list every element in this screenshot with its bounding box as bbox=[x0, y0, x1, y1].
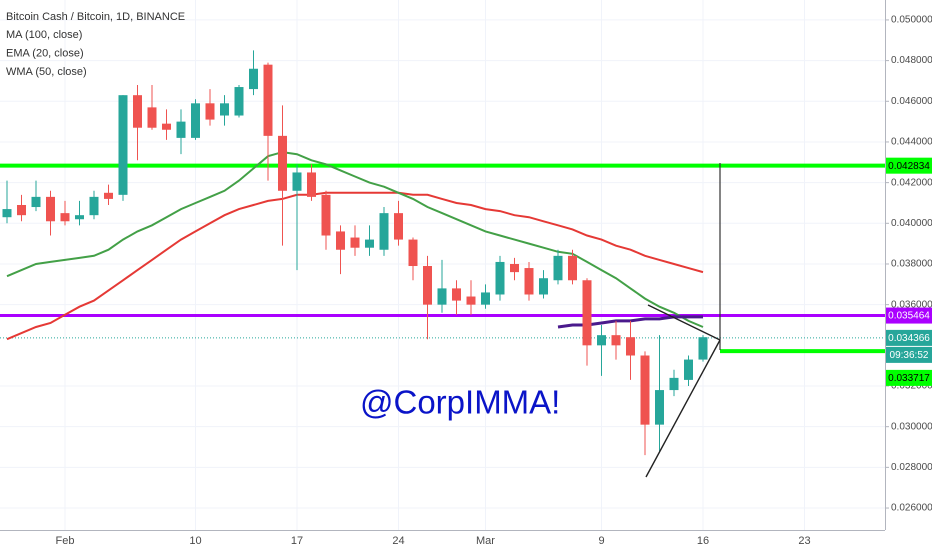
candle-body bbox=[234, 87, 244, 116]
candle-body bbox=[147, 107, 157, 128]
candle-body bbox=[379, 213, 389, 250]
candle-body bbox=[336, 231, 345, 250]
candle-body bbox=[176, 121, 186, 138]
price-badge-label: 0.033717 bbox=[888, 373, 930, 384]
candle-body bbox=[437, 288, 447, 305]
y-tick-label: 0.036000 bbox=[891, 299, 932, 310]
candle-body bbox=[162, 123, 171, 130]
legend: Bitcoin Cash / Bitcoin, 1D, BINANCE MA (… bbox=[6, 11, 185, 78]
y-tick-label: 0.030000 bbox=[891, 421, 932, 432]
candle-body bbox=[611, 335, 621, 346]
price-badge-label: 0.042834 bbox=[888, 161, 930, 172]
candle-body bbox=[46, 196, 55, 222]
y-tick-label: 0.050000 bbox=[891, 15, 932, 26]
x-tick-label: 16 bbox=[697, 535, 709, 547]
price-badge bbox=[886, 329, 932, 346]
candle-body bbox=[698, 337, 708, 360]
price-badge-label: 0.035464 bbox=[888, 311, 930, 322]
candle-body bbox=[249, 68, 258, 90]
candle-body bbox=[75, 215, 84, 220]
candle-body bbox=[481, 292, 490, 305]
candle-body bbox=[684, 359, 693, 380]
candle-body bbox=[582, 280, 592, 346]
candle-body bbox=[2, 209, 12, 218]
candle-body bbox=[191, 103, 200, 138]
candle-body bbox=[60, 213, 70, 222]
candle-body bbox=[539, 278, 548, 295]
legend-entry: WMA (50, close) bbox=[6, 66, 87, 78]
candle-body bbox=[568, 255, 577, 281]
drawing-line bbox=[645, 339, 721, 478]
chart-title: Bitcoin Cash / Bitcoin, 1D, BINANCE bbox=[6, 11, 185, 23]
price-badge bbox=[886, 307, 932, 324]
x-tick-label: 9 bbox=[598, 535, 604, 547]
legend-entry: EMA (20, close) bbox=[6, 47, 84, 59]
candle-body bbox=[104, 192, 113, 199]
candle-body bbox=[452, 288, 461, 301]
y-tick-label: 0.046000 bbox=[891, 96, 932, 107]
x-tick-label: Mar bbox=[476, 535, 495, 547]
candle-body bbox=[553, 255, 563, 281]
x-tick-label: 24 bbox=[392, 535, 404, 547]
legend-entry: MA (100, close) bbox=[6, 29, 82, 41]
ma-line bbox=[6, 151, 704, 328]
candle-body bbox=[626, 337, 635, 356]
candle-body bbox=[220, 103, 229, 116]
price-badge-label: 09:36:52 bbox=[890, 350, 929, 361]
x-tick-label: 10 bbox=[189, 535, 201, 547]
candle-body bbox=[669, 377, 679, 391]
candle-body bbox=[205, 103, 215, 120]
annotation: @CorpIMMA! bbox=[360, 384, 560, 421]
candle-body bbox=[118, 95, 128, 195]
candle-body bbox=[278, 135, 287, 191]
candle-body bbox=[365, 239, 374, 248]
drawing-line bbox=[647, 304, 721, 341]
candle-body bbox=[89, 196, 99, 216]
ma-line bbox=[6, 191, 704, 341]
price-badge bbox=[886, 369, 932, 386]
price-badge bbox=[886, 346, 932, 363]
candle-body bbox=[640, 355, 650, 425]
plot bbox=[0, 50, 885, 456]
candle-body bbox=[466, 296, 476, 305]
candle-body bbox=[321, 194, 331, 236]
y-tick-label: 0.038000 bbox=[891, 259, 932, 270]
candle-body bbox=[524, 268, 534, 295]
x-tick-label: Feb bbox=[56, 535, 75, 547]
y-tick-label: 0.048000 bbox=[891, 55, 932, 66]
y-tick-label: 0.044000 bbox=[891, 137, 932, 148]
x-tick-label: 23 bbox=[798, 535, 810, 547]
price-badge bbox=[886, 157, 932, 174]
candle-body bbox=[597, 335, 606, 346]
candle-body bbox=[495, 261, 505, 295]
price-badge-label: 0.034366 bbox=[888, 333, 930, 344]
candle-body bbox=[307, 172, 316, 197]
candle-body bbox=[263, 64, 273, 136]
candle-body bbox=[510, 263, 519, 273]
candle-body bbox=[350, 237, 360, 248]
ma-line bbox=[557, 315, 703, 329]
candle-body bbox=[292, 172, 302, 191]
candle-body bbox=[408, 239, 418, 267]
candle-body bbox=[655, 390, 664, 425]
candle-body bbox=[17, 205, 26, 216]
x-tick-label: 17 bbox=[291, 535, 303, 547]
y-tick-label: 0.028000 bbox=[891, 462, 932, 473]
y-tick-label: 0.040000 bbox=[891, 218, 932, 229]
candle-body bbox=[133, 95, 142, 128]
candle-body bbox=[31, 196, 41, 208]
y-tick-label: 0.042000 bbox=[891, 177, 932, 188]
y-tick-label: 0.026000 bbox=[891, 503, 932, 514]
candle-body bbox=[394, 213, 403, 240]
y-tick-label: 0.032000 bbox=[891, 381, 932, 392]
candle-body bbox=[423, 266, 432, 305]
axis: 0.026000 0.028000 0.030000 0.032000 0.036000… bbox=[56, 15, 932, 547]
